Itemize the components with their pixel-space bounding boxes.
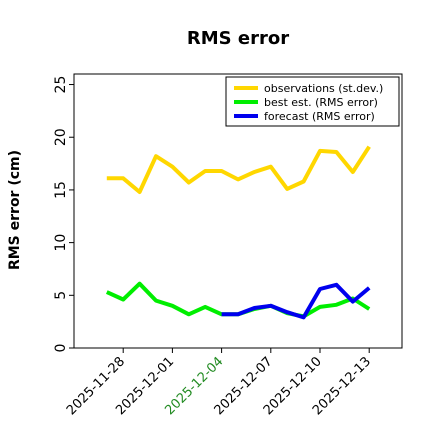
y-tick-label: 15 bbox=[53, 181, 69, 199]
series-line-3 bbox=[221, 282, 371, 320]
plot-area: 05101520252025-11-282025-12-012025-12-04… bbox=[53, 73, 403, 418]
legend-label-2: best est. (RMS error) bbox=[264, 96, 378, 109]
y-tick-label: 25 bbox=[53, 76, 69, 94]
y-tick-label: 5 bbox=[53, 291, 69, 300]
plot-frame bbox=[73, 73, 403, 349]
y-axis-label: RMS error (cm) bbox=[7, 150, 23, 270]
series-line-2 bbox=[105, 281, 371, 319]
y-tick-label: 10 bbox=[53, 234, 69, 252]
y-tick-label: 20 bbox=[53, 128, 69, 146]
legend-label-3: forecast (RMS error) bbox=[264, 110, 375, 123]
legend-label-1: observations (st.dev.) bbox=[264, 82, 383, 95]
series-line-1 bbox=[106, 145, 371, 194]
chart-title: RMS error bbox=[187, 28, 289, 49]
y-tick-label: 0 bbox=[53, 344, 69, 353]
